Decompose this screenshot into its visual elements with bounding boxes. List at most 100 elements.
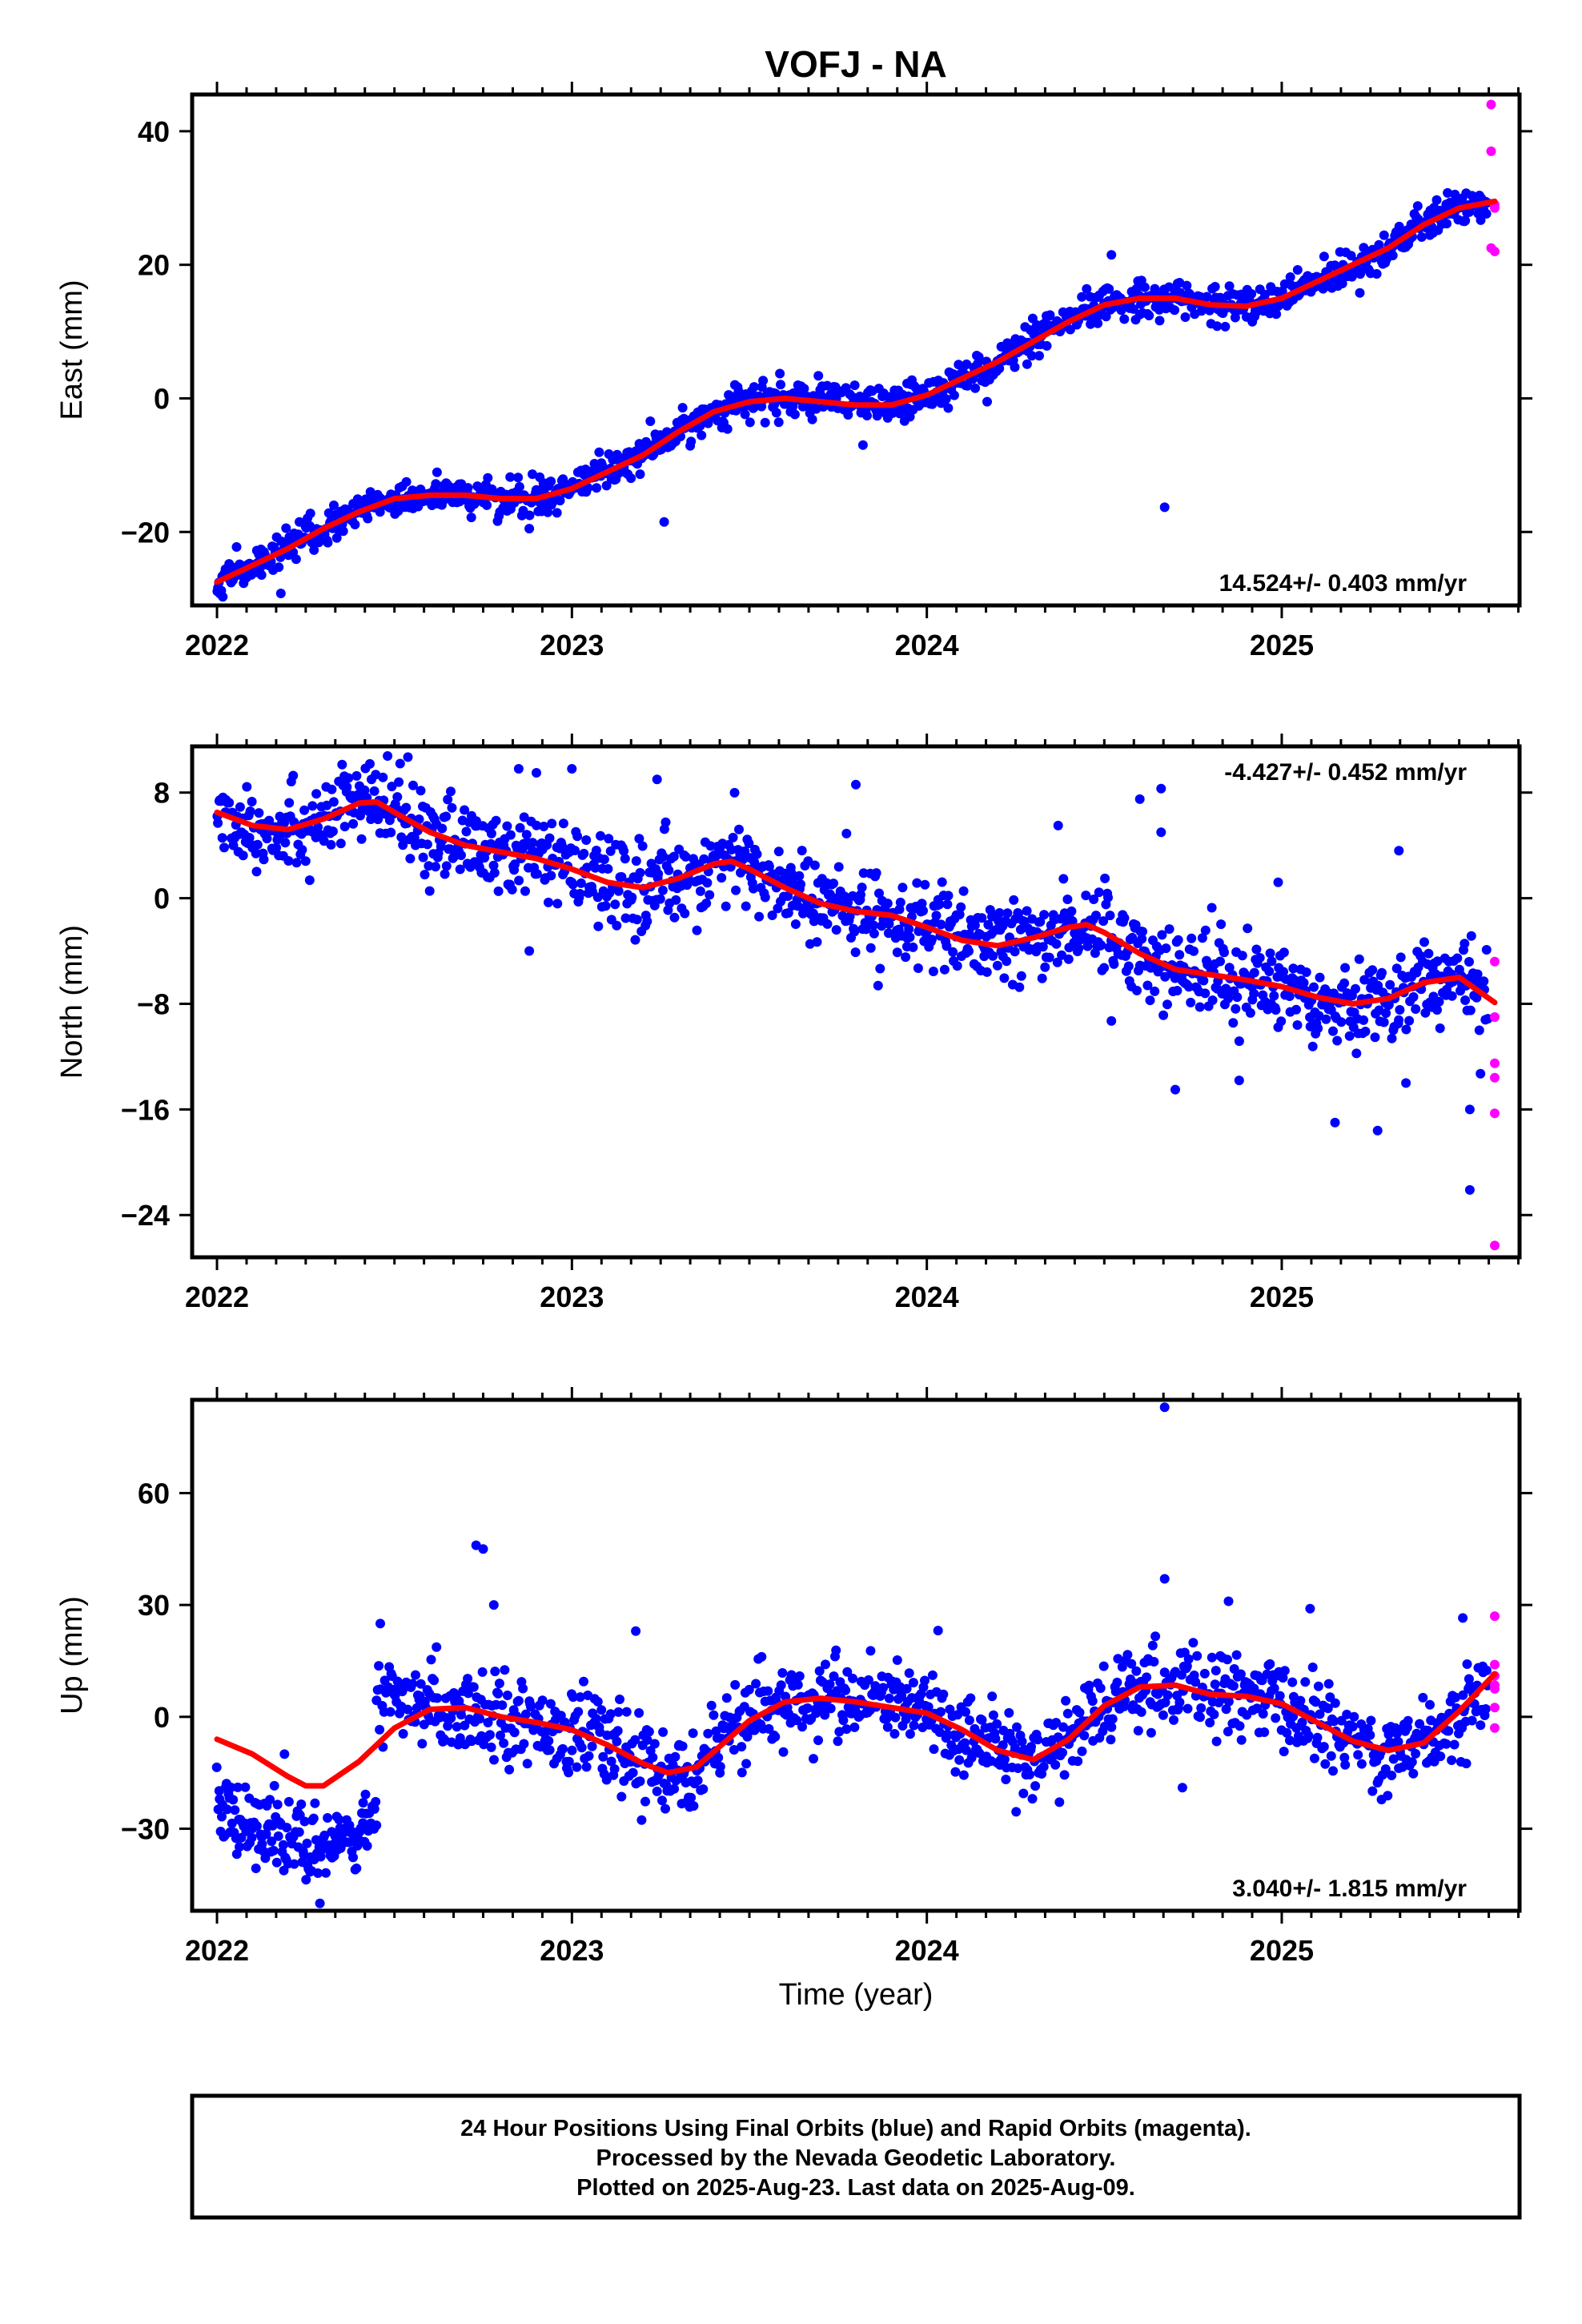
final-point	[579, 1676, 588, 1687]
final-point	[884, 1693, 894, 1703]
final-point	[385, 1707, 396, 1717]
final-point	[528, 838, 538, 848]
final-point	[576, 878, 586, 888]
final-point	[843, 898, 853, 907]
final-point	[226, 1783, 236, 1792]
final-point	[251, 866, 262, 877]
final-point	[1223, 1696, 1234, 1707]
final-point	[1466, 931, 1476, 941]
east-fit-curve	[214, 198, 1498, 585]
final-point	[1093, 318, 1103, 328]
final-point	[416, 786, 426, 796]
final-point	[863, 1675, 873, 1685]
final-point	[575, 1692, 585, 1703]
final-point	[387, 782, 397, 792]
final-point	[926, 935, 937, 945]
final-point	[1207, 995, 1218, 1005]
final-point	[1416, 232, 1427, 242]
final-point	[776, 1680, 786, 1691]
final-point	[1407, 1757, 1417, 1767]
final-point	[1098, 916, 1109, 927]
final-point	[642, 1735, 652, 1745]
final-point	[222, 1804, 232, 1815]
x-tick-label: 2024	[895, 1281, 959, 1313]
final-point	[892, 1655, 902, 1665]
final-point	[1380, 1764, 1391, 1775]
final-point	[809, 860, 820, 870]
final-point	[564, 1767, 574, 1778]
final-point	[1326, 1751, 1336, 1761]
final-point	[701, 899, 712, 908]
final-point	[1126, 1659, 1137, 1669]
x-axis-label: Time (year)	[779, 1978, 934, 2012]
final-point	[301, 1875, 311, 1885]
final-point	[491, 815, 501, 826]
final-point	[1282, 1727, 1292, 1738]
final-point	[936, 1707, 946, 1717]
final-point	[901, 952, 911, 963]
final-point	[833, 862, 844, 872]
final-point	[1419, 937, 1429, 947]
final-point	[1051, 939, 1062, 949]
final-point	[992, 960, 1002, 971]
final-point	[358, 1818, 368, 1828]
final-point	[1279, 1666, 1290, 1676]
final-point	[1307, 1041, 1318, 1051]
final-point	[245, 806, 255, 816]
final-point	[749, 382, 759, 392]
final-point	[1460, 995, 1471, 1005]
east-rate-annotation: 14.524+/- 0.403 mm/yr	[1219, 570, 1468, 597]
final-point	[268, 1845, 279, 1856]
final-point	[829, 879, 838, 889]
final-point	[360, 1789, 371, 1799]
final-point	[334, 1815, 344, 1825]
final-point	[1480, 1704, 1491, 1714]
final-point	[1387, 251, 1398, 260]
final-point	[721, 1693, 732, 1703]
final-point	[942, 941, 952, 951]
final-point	[398, 840, 408, 850]
final-point	[1138, 927, 1147, 937]
final-point	[443, 794, 453, 805]
final-point	[831, 925, 841, 935]
final-point	[1387, 1033, 1397, 1043]
final-point	[895, 897, 905, 907]
final-point	[652, 1786, 662, 1796]
final-point	[1276, 1016, 1287, 1027]
final-point	[1328, 1766, 1338, 1776]
final-point	[757, 401, 767, 412]
final-point	[1010, 947, 1020, 957]
final-point	[1186, 933, 1197, 943]
final-point	[634, 834, 644, 844]
final-point	[1098, 1661, 1109, 1671]
final-point	[1231, 1003, 1241, 1014]
rapid-point	[1490, 203, 1500, 213]
final-point	[1091, 911, 1101, 921]
final-point	[537, 1695, 548, 1706]
final-point	[1458, 1613, 1468, 1623]
final-point	[933, 1626, 943, 1636]
final-point	[1015, 924, 1026, 935]
final-point	[600, 901, 611, 911]
final-point	[369, 1803, 379, 1814]
final-point	[1162, 1690, 1173, 1700]
final-point	[658, 1727, 669, 1737]
final-point	[432, 1642, 442, 1652]
final-point	[1004, 1707, 1014, 1718]
final-point	[857, 440, 868, 450]
final-point	[1077, 1746, 1087, 1756]
final-point	[267, 1836, 277, 1847]
final-point	[595, 1727, 605, 1737]
final-point	[1443, 1726, 1454, 1736]
final-point	[897, 1691, 907, 1701]
final-point	[581, 1762, 592, 1772]
final-point	[970, 920, 980, 931]
final-point	[983, 919, 994, 930]
final-point	[1365, 1730, 1375, 1740]
final-point	[1053, 820, 1063, 830]
final-point	[1158, 1710, 1168, 1720]
final-point	[211, 1762, 222, 1772]
final-point	[1337, 279, 1347, 288]
final-point	[954, 910, 965, 919]
final-point	[1144, 311, 1154, 320]
